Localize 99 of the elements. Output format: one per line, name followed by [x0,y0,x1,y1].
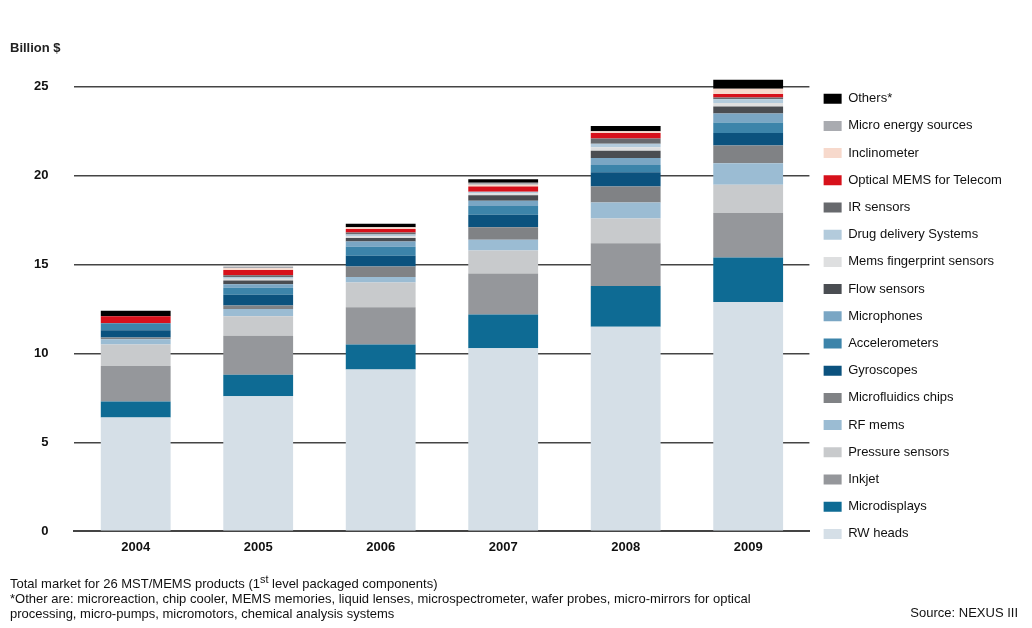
legend-label: Drug delivery Systems [848,226,979,242]
legend-label: Gyroscopes [848,362,918,378]
legend-label: RW heads [848,525,910,541]
bar [713,133,784,146]
bar [590,285,661,327]
bar [590,186,661,203]
bar [713,79,784,89]
y-tick-label: 25 [33,78,49,94]
bar [345,282,416,308]
bar [345,255,416,267]
bar [223,374,294,397]
bar [713,257,784,302]
y-tick-label: 5 [41,433,49,449]
legend-label: Inkjet [848,471,880,487]
text: Total market for 26 MST/MEMS products (1$^{st}$ level packaged components) [10,572,439,592]
legend-label: Pressure sensors [848,443,950,459]
bar [100,417,171,531]
bar [100,323,171,331]
bar [345,277,416,283]
bar [223,335,294,375]
bar [345,369,416,531]
bar [223,316,294,336]
bar [468,273,539,315]
bar [590,138,661,144]
bar [100,401,171,418]
y-axis-title: Billion $ [10,40,61,55]
legend-label: Others* [848,90,893,106]
y-tick-label: 10 [33,345,49,361]
bar [100,339,171,345]
y-tick-label: 15 [33,256,49,272]
bar [100,310,171,317]
bar [590,172,661,187]
bar [468,314,539,349]
bar [468,227,539,240]
legend-label: Microfluidics chips [848,389,955,405]
bar [468,214,539,228]
bar [713,88,784,94]
bar [345,266,416,278]
bar [223,396,294,531]
bar [713,145,784,164]
legend-label: Accelerometers [848,335,939,351]
bar [345,344,416,370]
legend-label: Micro energy sources [848,117,973,133]
bar [713,113,784,123]
bar [590,133,661,139]
x-tick-label: 2007 [488,538,518,554]
legend-label: IR sensors [848,199,911,215]
bar [223,269,294,276]
bar [468,205,539,215]
bar [468,195,539,201]
bar [590,147,661,151]
bar [100,344,171,366]
bar [713,213,784,258]
bar [223,284,294,288]
bar [345,246,416,256]
legend-label: Optical MEMS for Telecom [848,171,1002,187]
y-tick-label: 0 [41,522,49,538]
bar [713,301,784,531]
bar [100,365,171,402]
bar [468,250,539,274]
y-tick-label: 20 [33,167,49,183]
bar [713,163,784,185]
legend-label: Flow sensors [848,280,926,296]
legend-label: RF mems [848,416,905,432]
source-note: Source: NEXUS III [910,605,1018,620]
x-tick-label: 2009 [733,538,763,554]
bar [345,307,416,345]
bar [590,243,661,286]
bar [468,200,539,206]
bar [223,294,294,306]
bar [590,165,661,173]
text: *Other are: microreaction, chip cooler, MEMS memories, liquid lenses, microspectrometer, wafer probes, micro-mirrors for optical processing, micro-pumps, micromotors, chemical analysis systems [10,591,752,622]
bar [590,326,661,531]
bar [223,305,294,310]
bar [345,241,416,247]
bar [590,157,661,166]
legend-label: Inclinometer [848,144,920,160]
bar [223,309,294,317]
bar [713,106,784,114]
bar [100,330,171,338]
bar [713,184,784,214]
bar [590,218,661,244]
bar [590,125,661,132]
x-tick-label: 2008 [611,538,641,554]
bar [100,316,171,324]
bar [713,122,784,134]
bar [345,237,416,242]
legend-label: Microphones [848,307,924,323]
bar [468,239,539,251]
bar [468,186,539,192]
legend-label: Microdisplays [848,498,928,514]
bar [468,348,539,531]
bar [590,202,661,219]
x-tick-label: 2004 [121,538,151,554]
x-tick-label: 2006 [366,538,396,554]
bar [590,150,661,158]
bar [223,287,294,295]
legend-label: Mems fingerprint sensors [848,253,995,269]
x-tick-label: 2005 [243,538,273,554]
